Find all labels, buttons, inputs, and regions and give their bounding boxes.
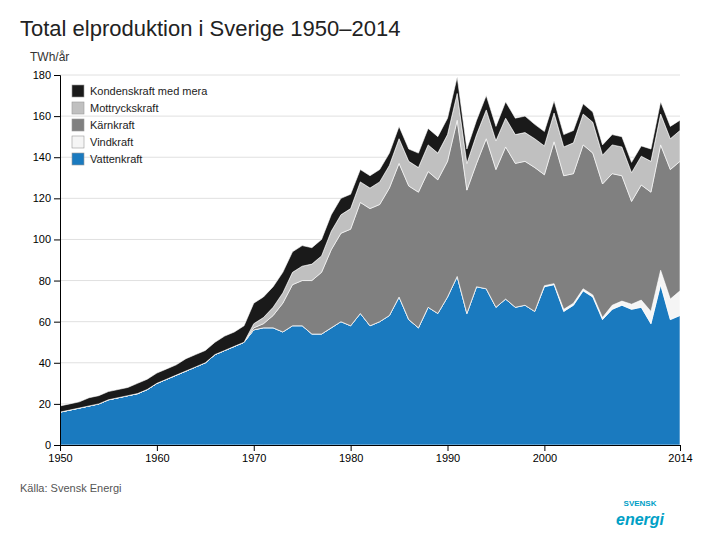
y-tick-label: 0	[45, 439, 51, 451]
x-tick: 1970	[242, 445, 266, 464]
x-tick-label: 2014	[668, 452, 692, 464]
y-tick-label: 20	[39, 398, 51, 410]
y-tick-label: 60	[39, 316, 51, 328]
y-tick-label: 120	[33, 192, 51, 204]
y-tick-label: 100	[33, 233, 51, 245]
legend-swatch	[72, 136, 84, 148]
chart: 1950 1960 1970 1980 1990 2000 2014 0 20 40 60 80 100…	[0, 0, 720, 540]
legend-label: Vindkraft	[90, 136, 133, 148]
y-tick: 100	[33, 233, 60, 245]
y-tick-mark	[54, 239, 60, 240]
legend-swatch	[72, 153, 84, 165]
grid-line	[60, 75, 680, 76]
y-tick: 180	[33, 69, 60, 81]
legend-item: Vattenkraft	[72, 153, 142, 165]
y-tick-label: 140	[33, 151, 51, 163]
y-tick-mark	[54, 363, 60, 364]
logo-text: SVENSK	[624, 499, 657, 508]
grid	[60, 75, 680, 445]
legend-label: Vattenkraft	[90, 153, 142, 165]
x-tick: 1950	[48, 445, 72, 464]
y-tick-mark	[54, 404, 60, 405]
y-axis: 0 20 40 60 80 100 120 140 160 180	[33, 69, 61, 451]
y-tick-mark	[54, 198, 60, 199]
area-layer	[60, 94, 680, 413]
plot: 1950 1960 1970 1980 1990 2000 2014 0 20 40 60 80 100…	[33, 69, 693, 464]
x-tick-mark	[157, 445, 158, 451]
x-axis: 1950 1960 1970 1980 1990 2000 2014	[48, 445, 692, 464]
x-tick-label: 1970	[242, 452, 266, 464]
x-tick-mark	[351, 445, 352, 451]
x-tick-mark	[448, 445, 449, 451]
x-tick-label: 1980	[339, 452, 363, 464]
legend-swatch	[72, 119, 84, 131]
areas	[60, 77, 680, 445]
y-tick: 140	[33, 151, 60, 163]
x-tick: 2014	[668, 445, 692, 464]
legend-label: Mottryckskraft	[90, 102, 158, 114]
y-tick: 160	[33, 110, 60, 122]
y-tick: 80	[39, 275, 60, 287]
y-tick-label: 180	[33, 69, 51, 81]
y-tick-mark	[54, 75, 60, 76]
y-tick: 120	[33, 192, 60, 204]
x-tick-mark	[254, 445, 255, 451]
legend-item: Vindkraft	[72, 136, 133, 148]
y-tick-mark	[54, 281, 60, 282]
legend-item: Kondenskraft med mera	[72, 85, 208, 97]
y-axis-title: TWh/år	[30, 50, 69, 64]
x-tick: 2000	[533, 445, 557, 464]
y-tick-label: 160	[33, 110, 51, 122]
legend-swatch	[72, 85, 84, 97]
y-tick-label: 40	[39, 357, 51, 369]
title: Total elproduktion i Sverige 1950–2014	[20, 16, 400, 41]
y-tick-mark	[54, 116, 60, 117]
x-tick: 1990	[436, 445, 460, 464]
x-tick-label: 1990	[436, 452, 460, 464]
x-tick-label: 1960	[145, 452, 169, 464]
legend-label: Kärnkraft	[90, 119, 135, 131]
x-tick-label: 1950	[48, 452, 72, 464]
x-axis-line	[61, 446, 681, 452]
y-tick-label: 80	[39, 275, 51, 287]
y-tick: 0	[45, 439, 60, 451]
x-tick-label: 2000	[533, 452, 557, 464]
legend-item: Mottryckskraft	[72, 102, 158, 114]
area-layer	[60, 120, 680, 412]
legend-label: Kondenskraft med mera	[90, 85, 208, 97]
y-tick: 20	[39, 398, 60, 410]
x-tick: 1980	[339, 445, 363, 464]
y-tick: 60	[39, 316, 60, 328]
x-tick-mark	[544, 445, 545, 451]
y-tick-mark	[54, 157, 60, 158]
legend-swatch	[72, 102, 84, 114]
y-axis-line	[54, 76, 61, 446]
y-tick-mark	[54, 445, 60, 446]
y-tick: 40	[39, 357, 60, 369]
x-tick-mark	[680, 445, 681, 451]
source-note: Källa: Svensk Energi	[20, 482, 122, 494]
logo-text: energi	[616, 511, 665, 528]
legend-item: Kärnkraft	[72, 119, 135, 131]
y-tick-mark	[54, 322, 60, 323]
legend: Kondenskraft med mera Mottryckskraft Kärnk…	[72, 85, 208, 165]
x-tick: 1960	[145, 445, 169, 464]
area-layer	[60, 77, 680, 412]
